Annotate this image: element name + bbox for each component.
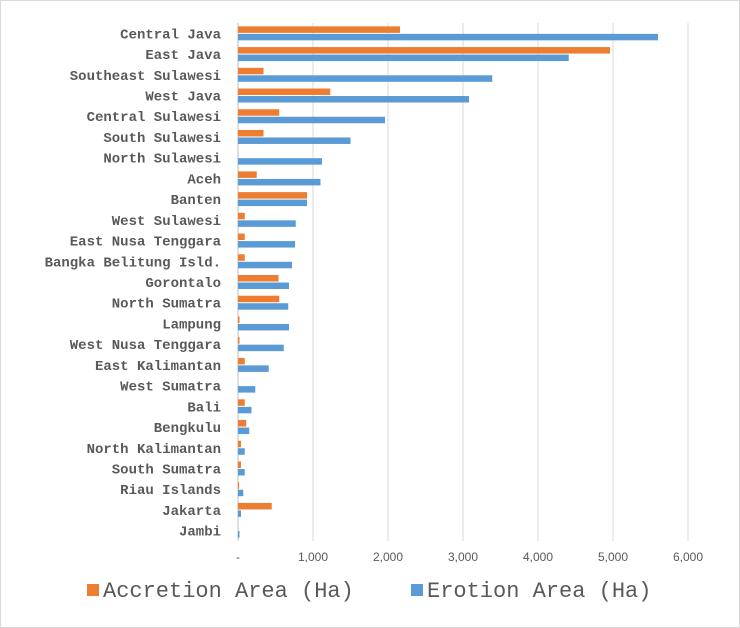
- erosion-bar: [238, 137, 351, 144]
- category-label: East Nusa Tenggara: [70, 235, 222, 251]
- accretion-bar: [238, 171, 257, 178]
- accretion-bar: [238, 482, 240, 489]
- erosion-bar: [238, 303, 289, 310]
- accretion-bar: [238, 26, 400, 33]
- category-label: Jakarta: [162, 504, 221, 520]
- accretion-bar: [238, 129, 264, 137]
- x-tick-label: 3,000: [448, 550, 478, 564]
- erosion-bar: [238, 116, 385, 124]
- erosion-bar: [238, 510, 241, 517]
- erosion-bar: [238, 241, 295, 248]
- category-label: Bali: [187, 400, 221, 416]
- category-label: Lampung: [162, 317, 221, 333]
- category-label: East Kalimantan: [95, 359, 221, 375]
- category-label: Central Sulawesi: [87, 110, 221, 126]
- erosion-bar: [238, 344, 284, 352]
- category-label: Riau Islands: [120, 483, 221, 499]
- erosion-bar: [238, 282, 289, 289]
- category-labels: Central Java East Java Southeast Sulawesi W…: [45, 27, 222, 540]
- accretion-bar: [238, 192, 307, 199]
- category-label: Aceh: [187, 172, 221, 188]
- legend-label-erosion: Erotion Area (Ha): [427, 579, 651, 604]
- accretion-bar: [238, 254, 245, 261]
- erosion-bar: [238, 96, 469, 103]
- legend: Accretion Area (Ha) Erotion Area (Ha): [87, 579, 651, 604]
- erosion-bar: [238, 489, 244, 497]
- category-label: Jambi: [179, 525, 221, 541]
- erosion-bar: [238, 386, 256, 393]
- erosion-bar: [238, 220, 296, 227]
- category-label: North Kalimantan: [87, 442, 221, 458]
- bars: [238, 26, 658, 538]
- accretion-bar: [238, 212, 245, 220]
- accretion-bar: [238, 109, 280, 116]
- erosion-bar: [238, 468, 245, 476]
- erosion-bar: [238, 531, 240, 538]
- accretion-bar: [238, 316, 240, 323]
- legend-swatch-erosion: [411, 584, 423, 596]
- accretion-bar: [238, 337, 240, 344]
- category-label: North Sumatra: [112, 297, 222, 313]
- erosion-bar: [238, 365, 269, 372]
- category-label: East Java: [145, 48, 221, 64]
- category-label: West Sumatra: [120, 380, 221, 396]
- accretion-bar: [238, 233, 245, 241]
- category-label: Banten: [171, 193, 221, 209]
- erosion-bar: [238, 54, 569, 62]
- erosion-bar: [238, 178, 321, 186]
- x-tick-label: 4,000: [523, 550, 553, 564]
- accretion-bar: [238, 357, 245, 365]
- x-tick-label: 6,000: [673, 550, 703, 564]
- accretion-bar: [238, 275, 279, 282]
- x-tick-labels: - 1,000 2,000 3,000 4,000 5,000 6,000: [236, 550, 703, 564]
- x-tick-label: 5,000: [598, 550, 628, 564]
- erosion-bar: [238, 158, 322, 165]
- erosion-bar: [238, 448, 245, 455]
- accretion-bar: [238, 440, 241, 448]
- category-label: West Nusa Tenggara: [70, 338, 222, 354]
- category-label: Gorontalo: [145, 276, 221, 292]
- x-tick-label: 1,000: [298, 550, 328, 564]
- erosion-bar: [238, 75, 493, 82]
- erosion-bar: [238, 33, 658, 41]
- category-label: Southeast Sulawesi: [70, 69, 221, 85]
- category-label: South Sulawesi: [103, 131, 221, 147]
- accretion-bar: [238, 295, 280, 303]
- category-label: Bengkulu: [154, 421, 221, 437]
- accretion-bar: [238, 420, 247, 427]
- erosion-bar: [238, 261, 292, 269]
- legend-swatch-accretion: [87, 584, 99, 596]
- category-label: West Java: [145, 90, 221, 106]
- category-label: Central Java: [120, 27, 221, 43]
- erosion-bar: [238, 406, 252, 414]
- accretion-bar: [238, 399, 245, 406]
- category-label: South Sumatra: [112, 462, 222, 478]
- category-label: West Sulawesi: [112, 214, 221, 230]
- legend-label-accretion: Accretion Area (Ha): [103, 579, 354, 604]
- accretion-bar: [238, 502, 272, 510]
- x-tick-label: 2,000: [373, 550, 403, 564]
- category-label: Bangka Belitung Isld.: [45, 255, 221, 271]
- x-tick-label: -: [236, 550, 240, 564]
- accretion-bar: [238, 88, 331, 96]
- erosion-bar: [238, 427, 250, 435]
- accretion-bar: [238, 47, 610, 54]
- accretion-bar: [238, 461, 241, 468]
- erosion-bar: [238, 323, 289, 331]
- erosion-bar: [238, 199, 307, 207]
- accretion-bar: [238, 67, 264, 75]
- category-label: North Sulawesi: [103, 152, 221, 168]
